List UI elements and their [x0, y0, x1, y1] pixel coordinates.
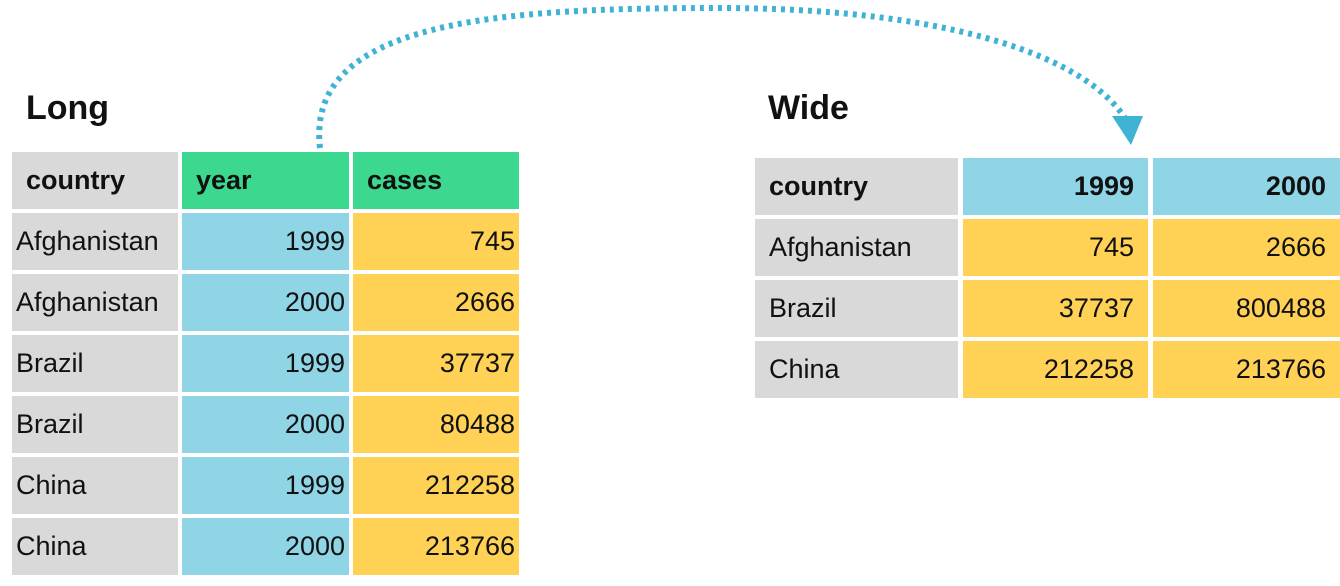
- long-row-4-year: 2000: [182, 396, 349, 453]
- wide-row-1-2000: 2666: [1153, 219, 1340, 276]
- pivot-arrow-path: [316, 4, 1128, 149]
- long-row-6-cases: 213766: [353, 518, 519, 575]
- wide-row-3-country: China: [755, 341, 958, 398]
- long-row-4-cases: 80488: [353, 396, 519, 453]
- wide-header-country: country: [755, 158, 958, 215]
- wide-row-1-1999: 745: [963, 219, 1148, 276]
- long-row-4-country: Brazil: [12, 396, 178, 453]
- long-row-1-cases: 745: [353, 213, 519, 270]
- long-row-6-country: China: [12, 518, 178, 575]
- wide-header-1999: 1999: [963, 158, 1148, 215]
- long-row-2-year: 2000: [182, 274, 349, 331]
- long-row-3-country: Brazil: [12, 335, 178, 392]
- arrow-head-icon: [1112, 116, 1143, 145]
- long-header-cases: cases: [353, 152, 519, 209]
- wide-row-2-1999: 37737: [963, 280, 1148, 337]
- long-row-5-country: China: [12, 457, 178, 514]
- long-row-6-year: 2000: [182, 518, 349, 575]
- long-row-5-cases: 212258: [353, 457, 519, 514]
- long-row-2-cases: 2666: [353, 274, 519, 331]
- long-row-5-year: 1999: [182, 457, 349, 514]
- long-row-1-year: 1999: [182, 213, 349, 270]
- long-table-title: Long: [26, 89, 110, 127]
- long-header-country: country: [12, 152, 178, 209]
- wide-table-title: Wide: [768, 89, 849, 127]
- wide-row-2-2000: 800488: [1153, 280, 1340, 337]
- wide-row-2-country: Brazil: [755, 280, 958, 337]
- long-row-3-year: 1999: [182, 335, 349, 392]
- wide-row-1-country: Afghanistan: [755, 219, 958, 276]
- long-header-year: year: [182, 152, 349, 209]
- wide-header-2000: 2000: [1153, 158, 1340, 215]
- long-row-3-cases: 37737: [353, 335, 519, 392]
- wide-row-3-1999: 212258: [963, 341, 1148, 398]
- long-row-2-country: Afghanistan: [12, 274, 178, 331]
- long-row-1-country: Afghanistan: [12, 213, 178, 270]
- wide-row-3-2000: 213766: [1153, 341, 1340, 398]
